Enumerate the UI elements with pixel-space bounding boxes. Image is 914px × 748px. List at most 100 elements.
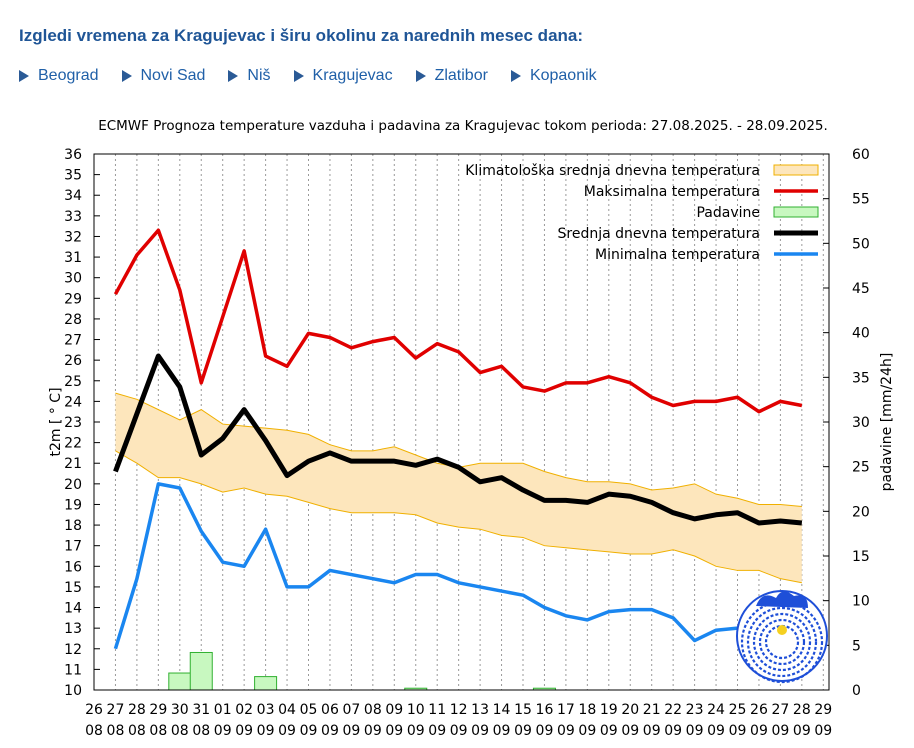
city-nav: Beograd Novi Sad Niš Kragujevac Zlatibor…: [19, 67, 620, 85]
x-tick-label-month: 09: [793, 723, 811, 739]
nav-link-label: Beograd: [38, 67, 99, 84]
x-tick-label-month: 09: [514, 723, 532, 739]
station-logo: [736, 590, 828, 684]
x-tick-label-day: 12: [450, 702, 468, 718]
y-tick-label: 15: [64, 580, 82, 596]
x-tick-label-day: 18: [578, 702, 596, 718]
x-tick-label-month: 09: [385, 723, 403, 739]
y-tick-label: 18: [64, 518, 82, 534]
max-temperature-line: [113, 228, 803, 414]
x-tick-label-day: 09: [385, 702, 403, 718]
play-arrow-icon: [415, 70, 426, 82]
x-tick-label-month: 09: [729, 723, 747, 739]
y2-tick-label: 60: [852, 147, 870, 163]
nav-link-nis[interactable]: Niš: [228, 67, 271, 85]
min-temperature-line: [113, 482, 802, 650]
x-tick-label-day: 21: [643, 702, 661, 718]
x-tick-label-month: 08: [192, 723, 210, 739]
mean-temperature-line: [113, 353, 803, 526]
x-tick-label-day: 08: [364, 702, 382, 718]
nav-link-kopaonik[interactable]: Kopaonik: [510, 67, 597, 85]
legend-label: Srednja dnevna temperatura: [558, 226, 760, 242]
y2-tick-label: 10: [852, 594, 870, 610]
logo-sun: [777, 625, 787, 635]
y2-tick-label: 35: [852, 370, 870, 386]
x-tick-label-month: 08: [85, 723, 103, 739]
x-tick-label-month: 09: [536, 723, 554, 739]
y2-tick-label: 45: [852, 281, 870, 297]
x-tick-label-month: 09: [471, 723, 489, 739]
y2-tick-label: 0: [852, 683, 861, 699]
y-tick-label: 10: [64, 683, 82, 699]
x-tick-label-month: 09: [493, 723, 511, 739]
y-tick-label: 30: [64, 271, 82, 287]
logo-ring: [764, 624, 800, 660]
x-tick-label-month: 09: [450, 723, 468, 739]
legend-label: Padavine: [696, 205, 760, 221]
logo-ring: [746, 606, 818, 678]
nav-link-beograd[interactable]: Beograd: [19, 67, 99, 85]
x-tick-label-day: 05: [300, 702, 318, 718]
climatology-band: [115, 393, 802, 583]
x-tick-label-month: 08: [128, 723, 146, 739]
x-tick-label-month: 09: [428, 723, 446, 739]
x-tick-label-month: 09: [664, 723, 682, 739]
x-tick-label-day: 26: [750, 702, 768, 718]
x-tick-label-day: 06: [321, 702, 339, 718]
plot-area: 1011121314151617181920212223242526272829…: [48, 147, 895, 739]
x-tick-label-month: 09: [407, 723, 425, 739]
x-tick-label-month: 09: [321, 723, 339, 739]
y2-tick-label: 15: [852, 549, 870, 565]
x-tick-label-month: 08: [107, 723, 125, 739]
logo-ring: [752, 612, 812, 672]
nav-link-label: Kragujevac: [312, 67, 393, 84]
x-tick-label-month: 09: [342, 723, 360, 739]
legend-label: Minimalna temperatura: [595, 247, 760, 263]
climatology-lower-edge: [115, 450, 802, 584]
y-tick-label: 33: [64, 209, 82, 225]
x-tick-label-day: 29: [149, 702, 167, 718]
y2-tick-label: 5: [852, 638, 861, 654]
y-tick-label: 11: [64, 662, 82, 678]
x-tick-label-month: 09: [364, 723, 382, 739]
y-tick-label: 27: [64, 333, 82, 349]
y2-tick-label: 50: [852, 236, 870, 252]
play-arrow-icon: [510, 70, 521, 82]
play-arrow-icon: [19, 70, 29, 82]
y-tick-label: 26: [64, 353, 82, 369]
precipitation-bar: [168, 672, 192, 691]
x-tick-label-day: 31: [192, 702, 210, 718]
y-tick-label: 13: [64, 621, 82, 637]
y-axis-label: t2m [ ° C]: [48, 387, 64, 456]
y-tick-label: 31: [64, 250, 82, 266]
nav-link-label: Kopaonik: [529, 67, 597, 84]
logo-ring: [740, 600, 824, 684]
x-tick-label-day: 03: [257, 702, 275, 718]
nav-link-zlatibor[interactable]: Zlatibor: [415, 67, 488, 85]
x-tick-label-month: 09: [621, 723, 639, 739]
legend-swatch: [773, 164, 819, 176]
nav-link-novi-sad[interactable]: Novi Sad: [121, 67, 205, 85]
x-tick-label-month: 09: [578, 723, 596, 739]
y-tick-label: 12: [64, 642, 82, 658]
play-arrow-icon: [228, 70, 239, 82]
x-tick-label-day: 15: [514, 702, 532, 718]
x-tick-label-day: 27: [771, 702, 789, 718]
y-tick-label: 25: [64, 374, 82, 390]
logo-cloud: [756, 591, 808, 608]
y2-tick-label: 55: [852, 192, 870, 208]
x-tick-label-day: 20: [621, 702, 639, 718]
x-tick-label-month: 09: [643, 723, 661, 739]
y2-tick-label: 25: [852, 460, 870, 476]
x-tick-label-month: 09: [557, 723, 575, 739]
y-tick-label: 22: [64, 436, 82, 452]
y-tick-label: 28: [64, 312, 82, 328]
y2-tick-label: 20: [852, 504, 870, 520]
x-tick-label-day: 29: [814, 702, 832, 718]
chart-title: ECMWF Prognoza temperature vazduha i pad…: [98, 118, 828, 134]
precipitation-bar: [189, 651, 213, 691]
x-tick-label-day: 27: [107, 702, 125, 718]
x-tick-label-day: 30: [171, 702, 189, 718]
nav-link-kragujevac[interactable]: Kragujevac: [293, 67, 393, 85]
